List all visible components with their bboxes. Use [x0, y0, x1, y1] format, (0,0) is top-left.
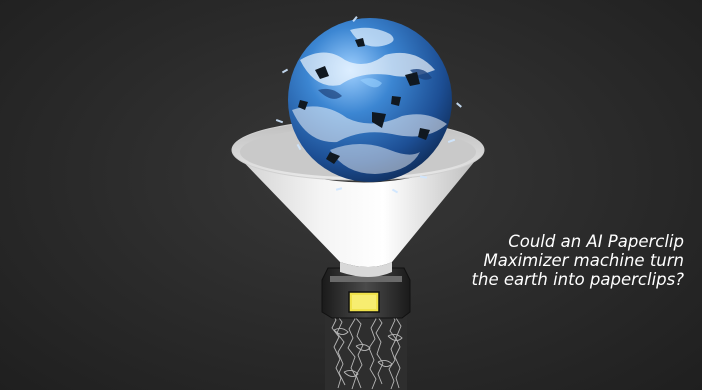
- caption-line-1: Could an AI Paperclip: [508, 232, 684, 251]
- caption-line-2: Maximizer machine turn: [483, 251, 684, 270]
- earth-globe: [275, 16, 462, 194]
- caption-line-3: the earth into paperclips?: [471, 270, 684, 289]
- machine-body: [321, 267, 411, 319]
- question-caption: Could an AI Paperclip Maximizer machine …: [434, 232, 684, 289]
